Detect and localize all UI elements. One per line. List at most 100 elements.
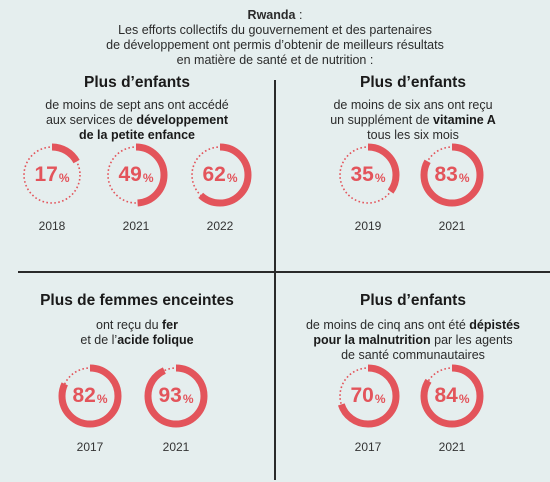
donut-arc (144, 364, 208, 428)
year-label: 2019 (354, 219, 382, 233)
donut-value: 84% (420, 364, 484, 428)
vertical-divider (274, 80, 276, 480)
description-line: et de l’acide folique (0, 333, 274, 348)
value-number: 49 (118, 163, 142, 186)
donut-svg (420, 364, 484, 428)
donut-svg (20, 143, 84, 207)
description-line: ont reçu du fer (0, 318, 274, 333)
year-label: 2022 (206, 219, 234, 233)
donut-value: 62% (188, 143, 252, 207)
value-number: 93 (158, 384, 182, 407)
panel-ecd: Plus d’enfants de moins de sept ans ont … (0, 74, 274, 143)
donut-svg (336, 364, 400, 428)
description-bold-text: vitamine A (433, 113, 496, 127)
donut-svg (104, 143, 168, 207)
horizontal-divider (18, 271, 550, 273)
value-unit: % (458, 170, 470, 185)
value-number: 62 (202, 163, 226, 186)
header-line: de développement ont permis d’obtenir de… (106, 38, 444, 52)
value-unit: % (374, 170, 386, 185)
donut-arc (336, 143, 400, 207)
description-bold-text: pour la malnutrition (313, 333, 431, 347)
donut-arc (420, 364, 484, 428)
donut-svg (336, 143, 400, 207)
donut-value: 83% (420, 143, 484, 207)
description-text: de santé communautaires (341, 348, 485, 362)
year-label: 2018 (38, 219, 66, 233)
year-label: 2021 (162, 440, 190, 454)
stat-donut: 83% 2021 (420, 143, 484, 233)
value-number: 70 (350, 384, 374, 407)
description-line: pour la malnutrition par les agents (276, 333, 550, 348)
stat-donut: 70% 2017 (336, 364, 400, 454)
panel-title: Plus de femmes enceintes (40, 292, 234, 309)
panel-title: Plus d’enfants (360, 292, 466, 309)
panel-description: de moins de sept ans ont accédé aux servi… (0, 98, 274, 143)
header-line: Les efforts collectifs du gouvernement e… (118, 23, 432, 37)
stat-donut: 62% 2022 (188, 143, 252, 233)
value-unit: % (96, 391, 108, 406)
value-unit: % (374, 391, 386, 406)
panel-description: ont reçu du fer et de l’acide folique (0, 318, 274, 348)
value-number: 82 (72, 384, 96, 407)
year-label: 2021 (438, 219, 466, 233)
stat-donut: 35% 2019 (336, 143, 400, 233)
value-unit: % (226, 170, 238, 185)
description-line: de la petite enfance (0, 128, 274, 143)
description-line: aux services de développement (0, 113, 274, 128)
donut-value: 93% (144, 364, 208, 428)
description-text: de moins de cinq ans ont été (305, 318, 470, 332)
description-text: tous les six mois (367, 128, 459, 142)
value-number: 84 (434, 384, 458, 407)
stat-donut: 17% 2018 (20, 143, 84, 233)
stat-donut: 49% 2021 (104, 143, 168, 233)
value-unit: % (58, 170, 70, 185)
stat-donut: 93% 2021 (144, 364, 208, 454)
description-text: aux services de (45, 113, 137, 127)
value-number: 17 (34, 163, 58, 186)
panel-title: Plus d’enfants (84, 74, 190, 91)
donut-value: 82% (58, 364, 122, 428)
donut-value: 49% (104, 143, 168, 207)
description-text: de moins de six ans ont reçu (333, 98, 493, 112)
stat-donut: 84% 2021 (420, 364, 484, 454)
donut-svg (420, 143, 484, 207)
description-text: un supplément de (330, 113, 434, 127)
description-text: et de l’ (80, 333, 118, 347)
panel-title: Plus d’enfants (360, 74, 466, 91)
description-text: ont reçu du (96, 318, 163, 332)
value-number: 83 (434, 163, 458, 186)
description-line: de santé communautaires (276, 348, 550, 363)
panel-description: de moins de six ans ont reçu un supplémen… (276, 98, 550, 143)
description-bold-text: fer (162, 318, 178, 332)
description-line: de moins de cinq ans ont été dépistés (276, 318, 550, 333)
panel-description: de moins de cinq ans ont été dépistés pou… (276, 318, 550, 363)
value-unit: % (182, 391, 194, 406)
header-country-line: Rwanda : (0, 8, 550, 23)
donut-value: 70% (336, 364, 400, 428)
panel-malnutrition: Plus d’enfants de moins de cinq ans ont … (276, 292, 550, 363)
description-text: de moins de sept ans ont accédé (45, 98, 229, 112)
description-bold-text: développement (136, 113, 228, 127)
year-label: 2017 (354, 440, 382, 454)
value-unit: % (142, 170, 154, 185)
donut-svg (188, 143, 252, 207)
header-line: en matière de santé et de nutrition : (176, 53, 374, 67)
header: Rwanda : Les efforts collectifs du gouve… (0, 8, 550, 68)
donut-svg (144, 364, 208, 428)
value-unit: % (458, 391, 470, 406)
description-line: tous les six mois (276, 128, 550, 143)
year-label: 2017 (76, 440, 104, 454)
panel-vitamin-a: Plus d’enfants de moins de six ans ont r… (276, 74, 550, 143)
description-bold-text: de la petite enfance (78, 128, 195, 142)
panel-iron-folic: Plus de femmes enceintes ont reçu du fer… (0, 292, 274, 348)
description-line: un supplément de vitamine A (276, 113, 550, 128)
donut-track (23, 146, 81, 204)
donut-value: 17% (20, 143, 84, 207)
value-number: 35 (350, 163, 374, 186)
donut-arc (58, 364, 122, 428)
description-bold-text: acide folique (117, 333, 194, 347)
description-line: de moins de six ans ont reçu (276, 98, 550, 113)
donut-arc (420, 143, 484, 207)
donut-arc (188, 143, 252, 207)
